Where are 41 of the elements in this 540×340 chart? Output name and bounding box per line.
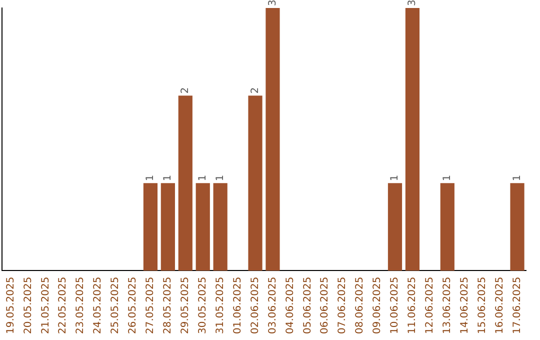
- x-tick-label: 03.06.2025: [267, 276, 278, 334]
- x-tick-label: 06.06.2025: [320, 276, 331, 334]
- x-tick-label: 13.06.2025: [442, 276, 453, 334]
- x-tick-label: 23.05.2025: [75, 276, 86, 334]
- x-tick-label: 04.06.2025: [284, 276, 296, 334]
- x-tick-label: 20.05.2025: [22, 276, 34, 334]
- data-label: 3: [407, 0, 418, 6]
- data-label: 1: [197, 174, 208, 182]
- x-tick-label: 24.05.2025: [92, 276, 104, 334]
- data-label: 1: [390, 174, 401, 182]
- x-tick-label: 05.06.2025: [302, 276, 314, 334]
- x-tick-label: 27.05.2025: [145, 276, 156, 334]
- x-tick-label: 30.05.2025: [197, 276, 208, 334]
- data-label: 1: [512, 174, 523, 182]
- x-tick-label: 22.05.2025: [58, 276, 69, 334]
- x-tick-label: 29.05.2025: [180, 276, 191, 334]
- x-tick-label: 31.05.2025: [214, 276, 226, 334]
- x-tick-label: 28.05.2025: [162, 276, 174, 334]
- x-tick-label: 15.06.2025: [476, 276, 488, 334]
- data-label: 2: [180, 87, 191, 94]
- x-tick-label: 02.06.2025: [250, 276, 261, 334]
- x-tick-label: 11.06.2025: [407, 276, 418, 334]
- x-tick-label: 16.06.2025: [494, 276, 506, 334]
- x-tick-label: 12.06.2025: [424, 276, 436, 334]
- x-tick-label: 08.06.2025: [354, 276, 366, 334]
- data-label: 3: [267, 0, 278, 6]
- x-tick-label: 26.05.2025: [128, 276, 139, 334]
- x-tick-label: 17.06.2025: [512, 276, 523, 334]
- x-tick-label: 21.05.2025: [40, 276, 52, 334]
- data-label: 1: [214, 174, 226, 182]
- x-tick-label: 25.05.2025: [110, 276, 122, 334]
- x-tick-label: 19.05.2025: [5, 276, 16, 334]
- data-label: 1: [162, 174, 174, 182]
- data-label: 1: [145, 174, 156, 182]
- x-tick-label: 10.06.2025: [390, 276, 401, 334]
- x-tick-label: 01.06.2025: [232, 276, 244, 334]
- x-tick-label: 14.06.2025: [459, 276, 470, 334]
- x-tick-label: 07.06.2025: [337, 276, 348, 334]
- data-label: 2: [250, 87, 261, 94]
- data-label: 1: [442, 174, 453, 182]
- x-tick-label: 09.06.2025: [372, 276, 384, 334]
